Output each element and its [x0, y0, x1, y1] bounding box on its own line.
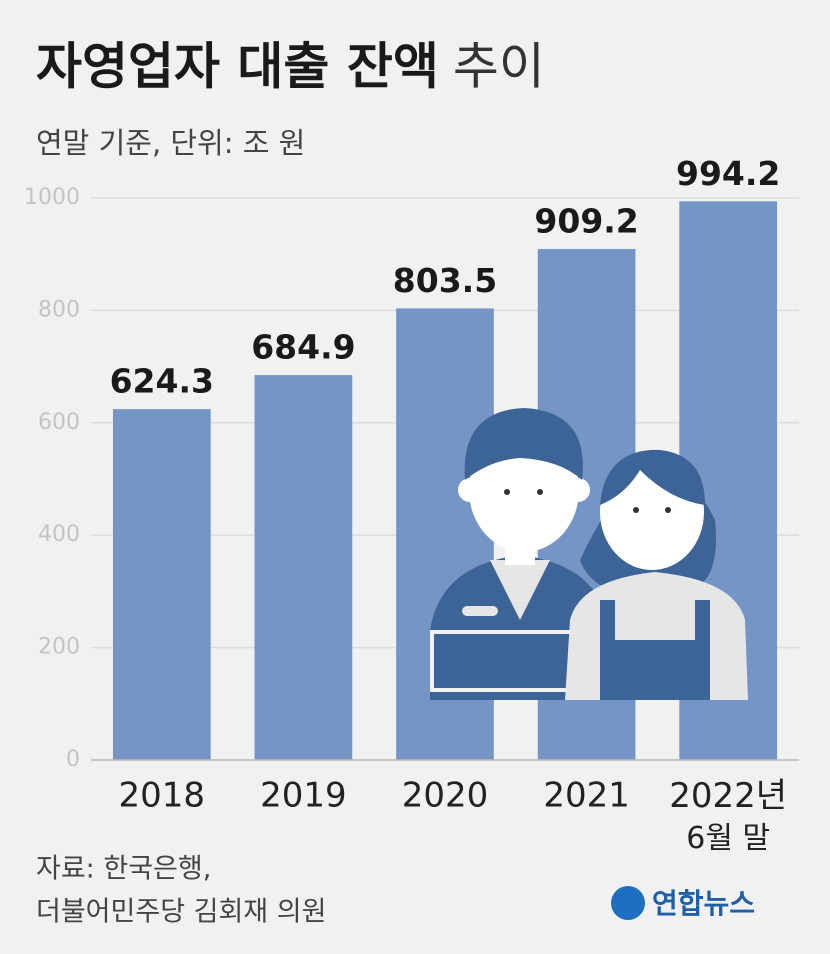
y-tick-label: 800: [38, 297, 80, 322]
logo-icon: [611, 886, 645, 920]
value-label: 994.2: [676, 154, 780, 193]
logo: 연합뉴스: [652, 887, 755, 920]
chart-title: 자영업자 대출 잔액: [36, 38, 439, 96]
x-tick-label: 2021: [543, 776, 630, 816]
chart-title-suffix: 추이: [453, 38, 545, 96]
chart-subtitle: 연말 기준, 단위: 조 원: [36, 126, 305, 160]
value-label: 909.2: [534, 202, 638, 241]
value-label: 624.3: [110, 362, 214, 401]
x-tick-label: 2020: [402, 776, 489, 816]
bar: [112, 409, 211, 760]
y-tick-label: 200: [38, 635, 80, 660]
value-label: 803.5: [393, 261, 497, 300]
source: 자료: 한국은행,: [36, 854, 211, 885]
bar: [254, 375, 353, 760]
y-tick-label: 600: [38, 410, 80, 435]
y-tick-label: 0: [66, 747, 80, 772]
x-tick-label: 2018: [119, 776, 206, 816]
x-tick-label: 2022년 6월 말: [669, 776, 787, 856]
value-label: 684.9: [251, 328, 355, 367]
plot-area: 0 200 400 600 800 1000 624.3 2018 684.9 2019 803.5…: [24, 154, 799, 856]
illustration: [430, 408, 748, 700]
x-tick-label: 2019: [260, 776, 347, 816]
source: 더불어민주당 김회재 의원: [36, 897, 326, 928]
y-tick-label: 1000: [24, 185, 80, 210]
y-tick-label: 400: [38, 522, 80, 547]
